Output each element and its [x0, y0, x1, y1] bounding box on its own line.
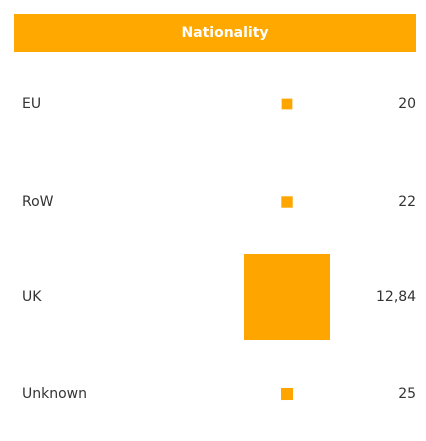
square-mark — [244, 254, 330, 340]
square-mark — [280, 387, 294, 401]
chart-title: Nationality — [181, 25, 268, 41]
row-label: RoW — [22, 194, 54, 210]
value-label: 12,849 — [376, 289, 425, 305]
rows: EU 200 RoW 226 UK 12,849 Unknown 252 — [22, 96, 425, 402]
value-label: 200 — [398, 96, 425, 112]
row-label: UK — [22, 289, 42, 305]
row-label: EU — [22, 96, 41, 112]
row-label: Unknown — [22, 386, 87, 402]
value-label: 226 — [398, 194, 425, 210]
value-label: 252 — [398, 386, 425, 402]
square-mark — [281, 98, 293, 110]
header-bar — [14, 14, 416, 52]
square-mark — [281, 196, 293, 208]
